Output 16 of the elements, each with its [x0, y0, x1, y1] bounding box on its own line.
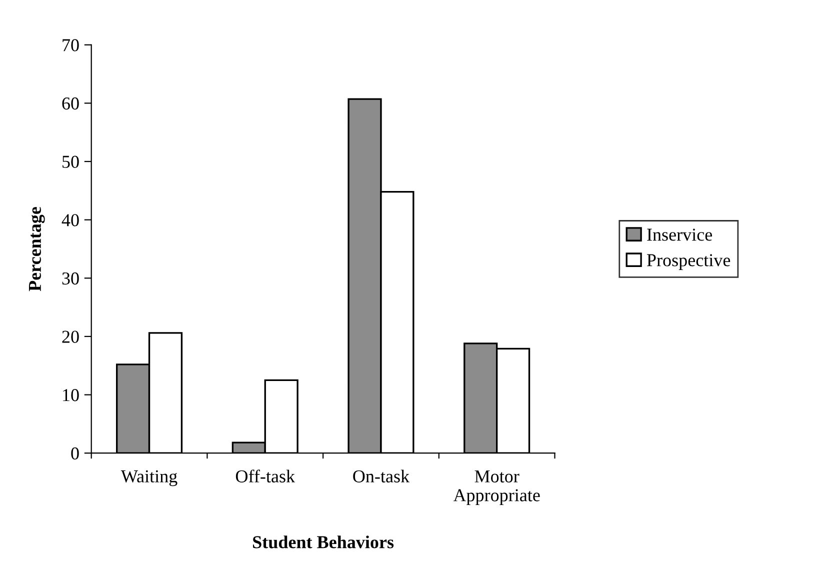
legend-label: Prospective: [646, 254, 730, 270]
y-tick-label: 60: [62, 97, 79, 110]
x-tick-label: On-task: [353, 470, 410, 482]
legend-label: Inservice: [647, 228, 712, 241]
x-tick-label: Off-task: [236, 470, 296, 482]
y-tick-label: 0: [71, 447, 79, 460]
y-tick-label: 10: [63, 389, 79, 402]
y-tick-label: 40: [62, 214, 79, 226]
y-tick-label: 30: [62, 272, 79, 285]
x-tick-label: Motor Appropriate: [453, 470, 540, 506]
x-axis-title: Student Behaviors: [253, 536, 394, 548]
y-tick-label: 20: [62, 330, 79, 343]
y-tick-label: 50: [62, 156, 79, 168]
x-tick-label: Waiting: [120, 470, 178, 486]
y-tick-label: 70: [62, 39, 79, 52]
y-axis-title: Percentage: [29, 206, 45, 292]
